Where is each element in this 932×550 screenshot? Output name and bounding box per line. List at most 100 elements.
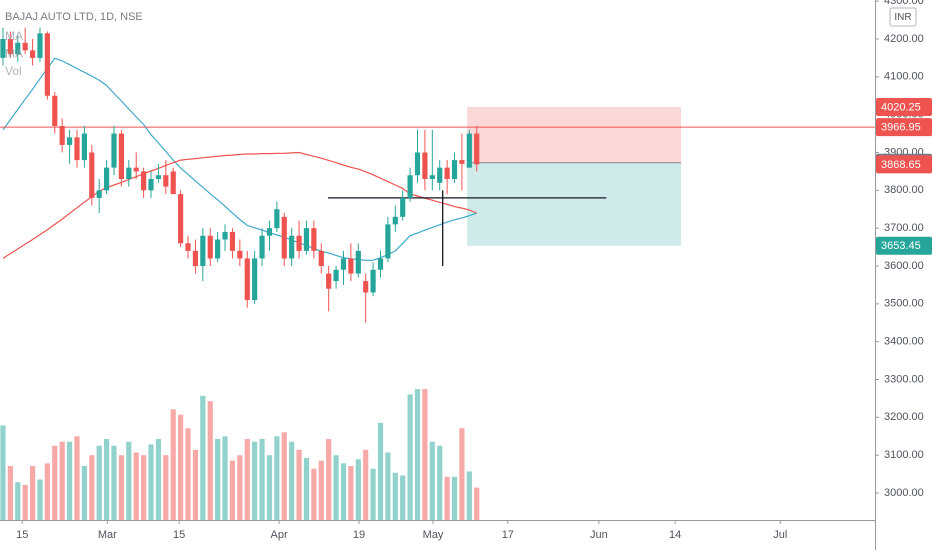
candle-body: [0, 39, 6, 58]
x-tick-label: Jun: [590, 529, 608, 541]
volume-bar: [141, 455, 147, 520]
x-tick-label: Mar: [98, 529, 117, 541]
volume-bar: [222, 436, 228, 520]
candle-body: [74, 137, 80, 161]
volume-bar: [7, 466, 13, 520]
candle-body: [126, 167, 132, 179]
candle-body: [244, 258, 250, 301]
candle-body: [178, 194, 184, 244]
volume-bar: [52, 445, 58, 520]
volume-bar: [185, 428, 191, 520]
stop-zone: [467, 107, 682, 163]
candle-body: [274, 209, 280, 229]
candle-body: [155, 175, 162, 179]
candle-body: [59, 126, 65, 145]
target-zone: [467, 162, 682, 246]
currency-box[interactable]: [889, 7, 917, 27]
volume-bar: [126, 441, 132, 520]
y-tick-label: 3000.00: [884, 487, 924, 499]
legend-item: MA: [5, 29, 23, 43]
y-tick-label: 3200.00: [884, 411, 924, 423]
candle-body: [185, 243, 191, 251]
volume-bar: [311, 468, 317, 520]
candle-body: [289, 235, 295, 259]
candle-body: [451, 160, 458, 179]
volume-bar: [192, 449, 199, 520]
volume-bar: [474, 487, 480, 520]
y-tick-label: 3400.00: [884, 336, 924, 348]
volume-bar: [133, 452, 139, 520]
volume-bar: [422, 389, 428, 520]
y-tick-label: 4100.00: [884, 71, 924, 83]
y-tick-label: 3100.00: [884, 449, 924, 461]
volume-bar: [289, 441, 295, 520]
x-tick-label: 17: [502, 529, 514, 541]
candle-body: [66, 137, 73, 145]
candle-body: [118, 133, 124, 179]
candle-body: [429, 175, 435, 179]
volume-bar: [163, 455, 169, 520]
volume-bar: [200, 395, 206, 520]
volume-bar: [348, 466, 354, 520]
volume-bar: [66, 441, 73, 520]
y-tick-label: 3600.00: [884, 260, 924, 272]
candle-body: [333, 269, 339, 282]
last-price-label: 3868.65: [881, 159, 921, 171]
volume-bar: [29, 466, 36, 520]
target-label-bg: [876, 236, 932, 255]
volume-bar: [355, 459, 361, 520]
volume-bar: [118, 455, 124, 520]
candle-body: [133, 167, 139, 172]
volume-bar: [392, 472, 398, 520]
candle-body: [215, 239, 221, 259]
candle-body: [44, 33, 50, 96]
ma-line: [2, 151, 477, 259]
volume-bar: [303, 457, 310, 520]
candle-body: [89, 152, 95, 198]
legend-item: MA: [5, 47, 23, 61]
candle-body: [81, 133, 87, 161]
candle-body: [22, 42, 28, 51]
candle-body: [237, 250, 243, 259]
candle-body: [459, 160, 465, 164]
last-price-label-bg: [876, 155, 932, 174]
y-tick-label: 3800.00: [884, 184, 924, 196]
candle-body: [252, 258, 258, 301]
volume-bar: [37, 479, 43, 520]
x-tick-label: 15: [173, 529, 185, 541]
volume-bar: [326, 439, 332, 520]
candle-body: [15, 42, 21, 55]
candle-body: [340, 258, 347, 270]
volume-bar: [281, 432, 287, 520]
volume-bar: [400, 475, 406, 520]
candle-body: [422, 152, 428, 179]
candle-body: [52, 95, 58, 127]
volume-bar: [407, 394, 413, 520]
x-tick-label: 19: [353, 529, 365, 541]
candle-body: [200, 235, 206, 266]
chart-title: BAJAJ AUTO LTD, 1D, NSE: [5, 11, 143, 23]
candle-body: [141, 171, 147, 191]
candle-body: [474, 133, 480, 165]
candle-body: [385, 224, 391, 259]
candle-body: [466, 133, 472, 168]
volume-bar: [207, 401, 213, 520]
volume-bar: [340, 463, 347, 520]
volume-bar: [148, 444, 154, 520]
volume-bar: [370, 468, 376, 520]
candle-body: [414, 152, 421, 176]
candle-body: [303, 228, 310, 251]
x-tick-label: Jul: [773, 529, 787, 541]
volume-bar: [444, 476, 450, 520]
candle-body: [259, 235, 265, 259]
candle-body: [192, 250, 199, 266]
candle-body: [400, 197, 406, 217]
volume-bar: [44, 463, 50, 520]
volume-bar: [111, 445, 117, 520]
candle-body: [222, 231, 228, 240]
candle-body: [326, 273, 332, 289]
candle-body: [348, 258, 354, 274]
volume-bar: [377, 422, 384, 520]
